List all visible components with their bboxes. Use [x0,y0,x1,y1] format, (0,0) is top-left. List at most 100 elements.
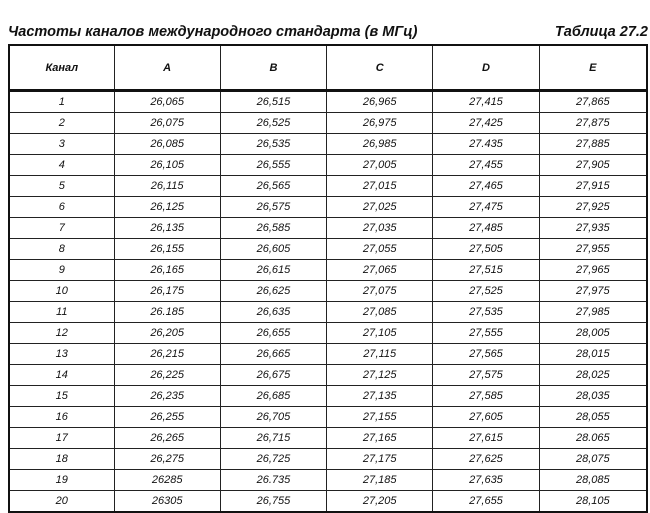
frequency-cell: 26.185 [113,301,221,323]
column-header: D [432,44,540,92]
frequency-cell: 26,655 [219,322,328,344]
table-row: 19 26285 26.735 27,185 27,635 28,085 [8,469,648,491]
frequency-cell: 26,635 [219,301,328,323]
frequency-cell: 27,625 [432,448,540,470]
frequency-cell: 26,555 [219,154,328,176]
channel-cell: 3 [8,133,115,155]
frequency-cell: 27,015 [326,175,434,197]
channel-cell: 14 [8,364,115,386]
frequency-cell: 26285 [113,469,221,491]
table-row: 1 26,065 26,515 26,965 27,415 27,865 [8,90,648,113]
table-row: 13 26,215 26,665 27,115 27,565 28,015 [8,343,648,365]
frequency-cell: 26,755 [219,490,328,513]
frequency-cell: 27,415 [432,90,540,113]
frequency-cell: 26,265 [113,427,221,449]
table-row: 2 26,075 26,525 26,975 27,425 27,875 [8,112,648,134]
frequency-cell: 26,975 [326,112,434,134]
frequency-cell: 27,575 [432,364,540,386]
frequency-cell: 26,965 [326,90,434,113]
channel-cell: 11 [8,301,115,323]
frequency-cell: 27,875 [538,112,648,134]
channel-cell: 7 [8,217,115,239]
frequency-cell: 27,975 [538,280,648,302]
frequency-cell: 27,135 [326,385,434,407]
channel-cell: 18 [8,448,115,470]
frequency-cell: 27,155 [326,406,434,428]
frequency-cell: 27,125 [326,364,434,386]
frequency-cell: 28,025 [538,364,648,386]
frequency-cell: 27,035 [326,217,434,239]
frequency-cell: 26,135 [113,217,221,239]
frequency-cell: 26,215 [113,343,221,365]
frequency-cell: 27,955 [538,238,648,260]
table-row: 6 26,125 26,575 27,025 27,475 27,925 [8,196,648,218]
frequency-cell: 27,515 [432,259,540,281]
frequency-cell: 27,965 [538,259,648,281]
frequency-table: Канал A B C D E 1 26,065 26,515 26,965 27,415 27,8… [8,44,648,513]
column-header: B [219,44,328,92]
table-row: 12 26,205 26,655 27,105 27,555 28,005 [8,322,648,344]
frequency-cell: 27,565 [432,343,540,365]
frequency-cell: 28,005 [538,322,648,344]
frequency-cell: 27,475 [432,196,540,218]
frequency-cell: 26,575 [219,196,328,218]
frequency-cell: 26,075 [113,112,221,134]
frequency-cell: 27,105 [326,322,434,344]
channel-cell: 2 [8,112,115,134]
frequency-cell: 27,585 [432,385,540,407]
frequency-cell: 26,675 [219,364,328,386]
channel-cell: 5 [8,175,115,197]
frequency-cell: 28,055 [538,406,648,428]
frequency-cell: 26,225 [113,364,221,386]
column-header: C [326,44,434,92]
table-row: 7 26,135 26,585 27,035 27,485 27,935 [8,217,648,239]
frequency-cell: 27,005 [326,154,434,176]
frequency-cell: 26,535 [219,133,328,155]
frequency-cell: 26,085 [113,133,221,155]
table-row: 3 26,085 26,535 26,985 27.435 27,885 [8,133,648,155]
frequency-cell: 27,075 [326,280,434,302]
table-row: 14 26,225 26,675 27,125 27,575 28,025 [8,364,648,386]
frequency-cell: 27,615 [432,427,540,449]
frequency-cell: 27,535 [432,301,540,323]
frequency-cell: 26,155 [113,238,221,260]
frequency-cell: 26,255 [113,406,221,428]
frequency-cell: 27,915 [538,175,648,197]
frequency-cell: 27.435 [432,133,540,155]
frequency-cell: 27,605 [432,406,540,428]
frequency-cell: 28,075 [538,448,648,470]
frequency-cell: 26,525 [219,112,328,134]
frequency-cell: 26,275 [113,448,221,470]
frequency-cell: 27,205 [326,490,434,513]
frequency-cell: 27,175 [326,448,434,470]
channel-cell: 20 [8,490,115,513]
frequency-cell: 26,985 [326,133,434,155]
frequency-cell: 28,035 [538,385,648,407]
frequency-cell: 26305 [113,490,221,513]
frequency-cell: 26,715 [219,427,328,449]
frequency-cell: 26,615 [219,259,328,281]
frequency-cell: 26,065 [113,90,221,113]
table-row: 16 26,255 26,705 27,155 27,605 28,055 [8,406,648,428]
frequency-cell: 28,015 [538,343,648,365]
channel-cell: 15 [8,385,115,407]
table-row: 18 26,275 26,725 27,175 27,625 28,075 [8,448,648,470]
table-caption: Частоты каналов международного стандарта… [8,24,418,40]
frequency-cell: 26,175 [113,280,221,302]
channel-cell: 4 [8,154,115,176]
frequency-cell: 26,165 [113,259,221,281]
frequency-cell: 27,525 [432,280,540,302]
table-row: 20 26305 26,755 27,205 27,655 28,105 [8,490,648,513]
channel-cell: 13 [8,343,115,365]
channel-cell: 12 [8,322,115,344]
frequency-cell: 26,685 [219,385,328,407]
frequency-cell: 27,865 [538,90,648,113]
header-row: Канал A B C D E [8,44,648,92]
channel-cell: 10 [8,280,115,302]
column-header: E [538,44,648,92]
table-number: Таблица 27.2 [554,24,648,40]
frequency-cell: 27,115 [326,343,434,365]
frequency-cell: 27,185 [326,469,434,491]
frequency-cell: 26,125 [113,196,221,218]
channel-cell: 16 [8,406,115,428]
